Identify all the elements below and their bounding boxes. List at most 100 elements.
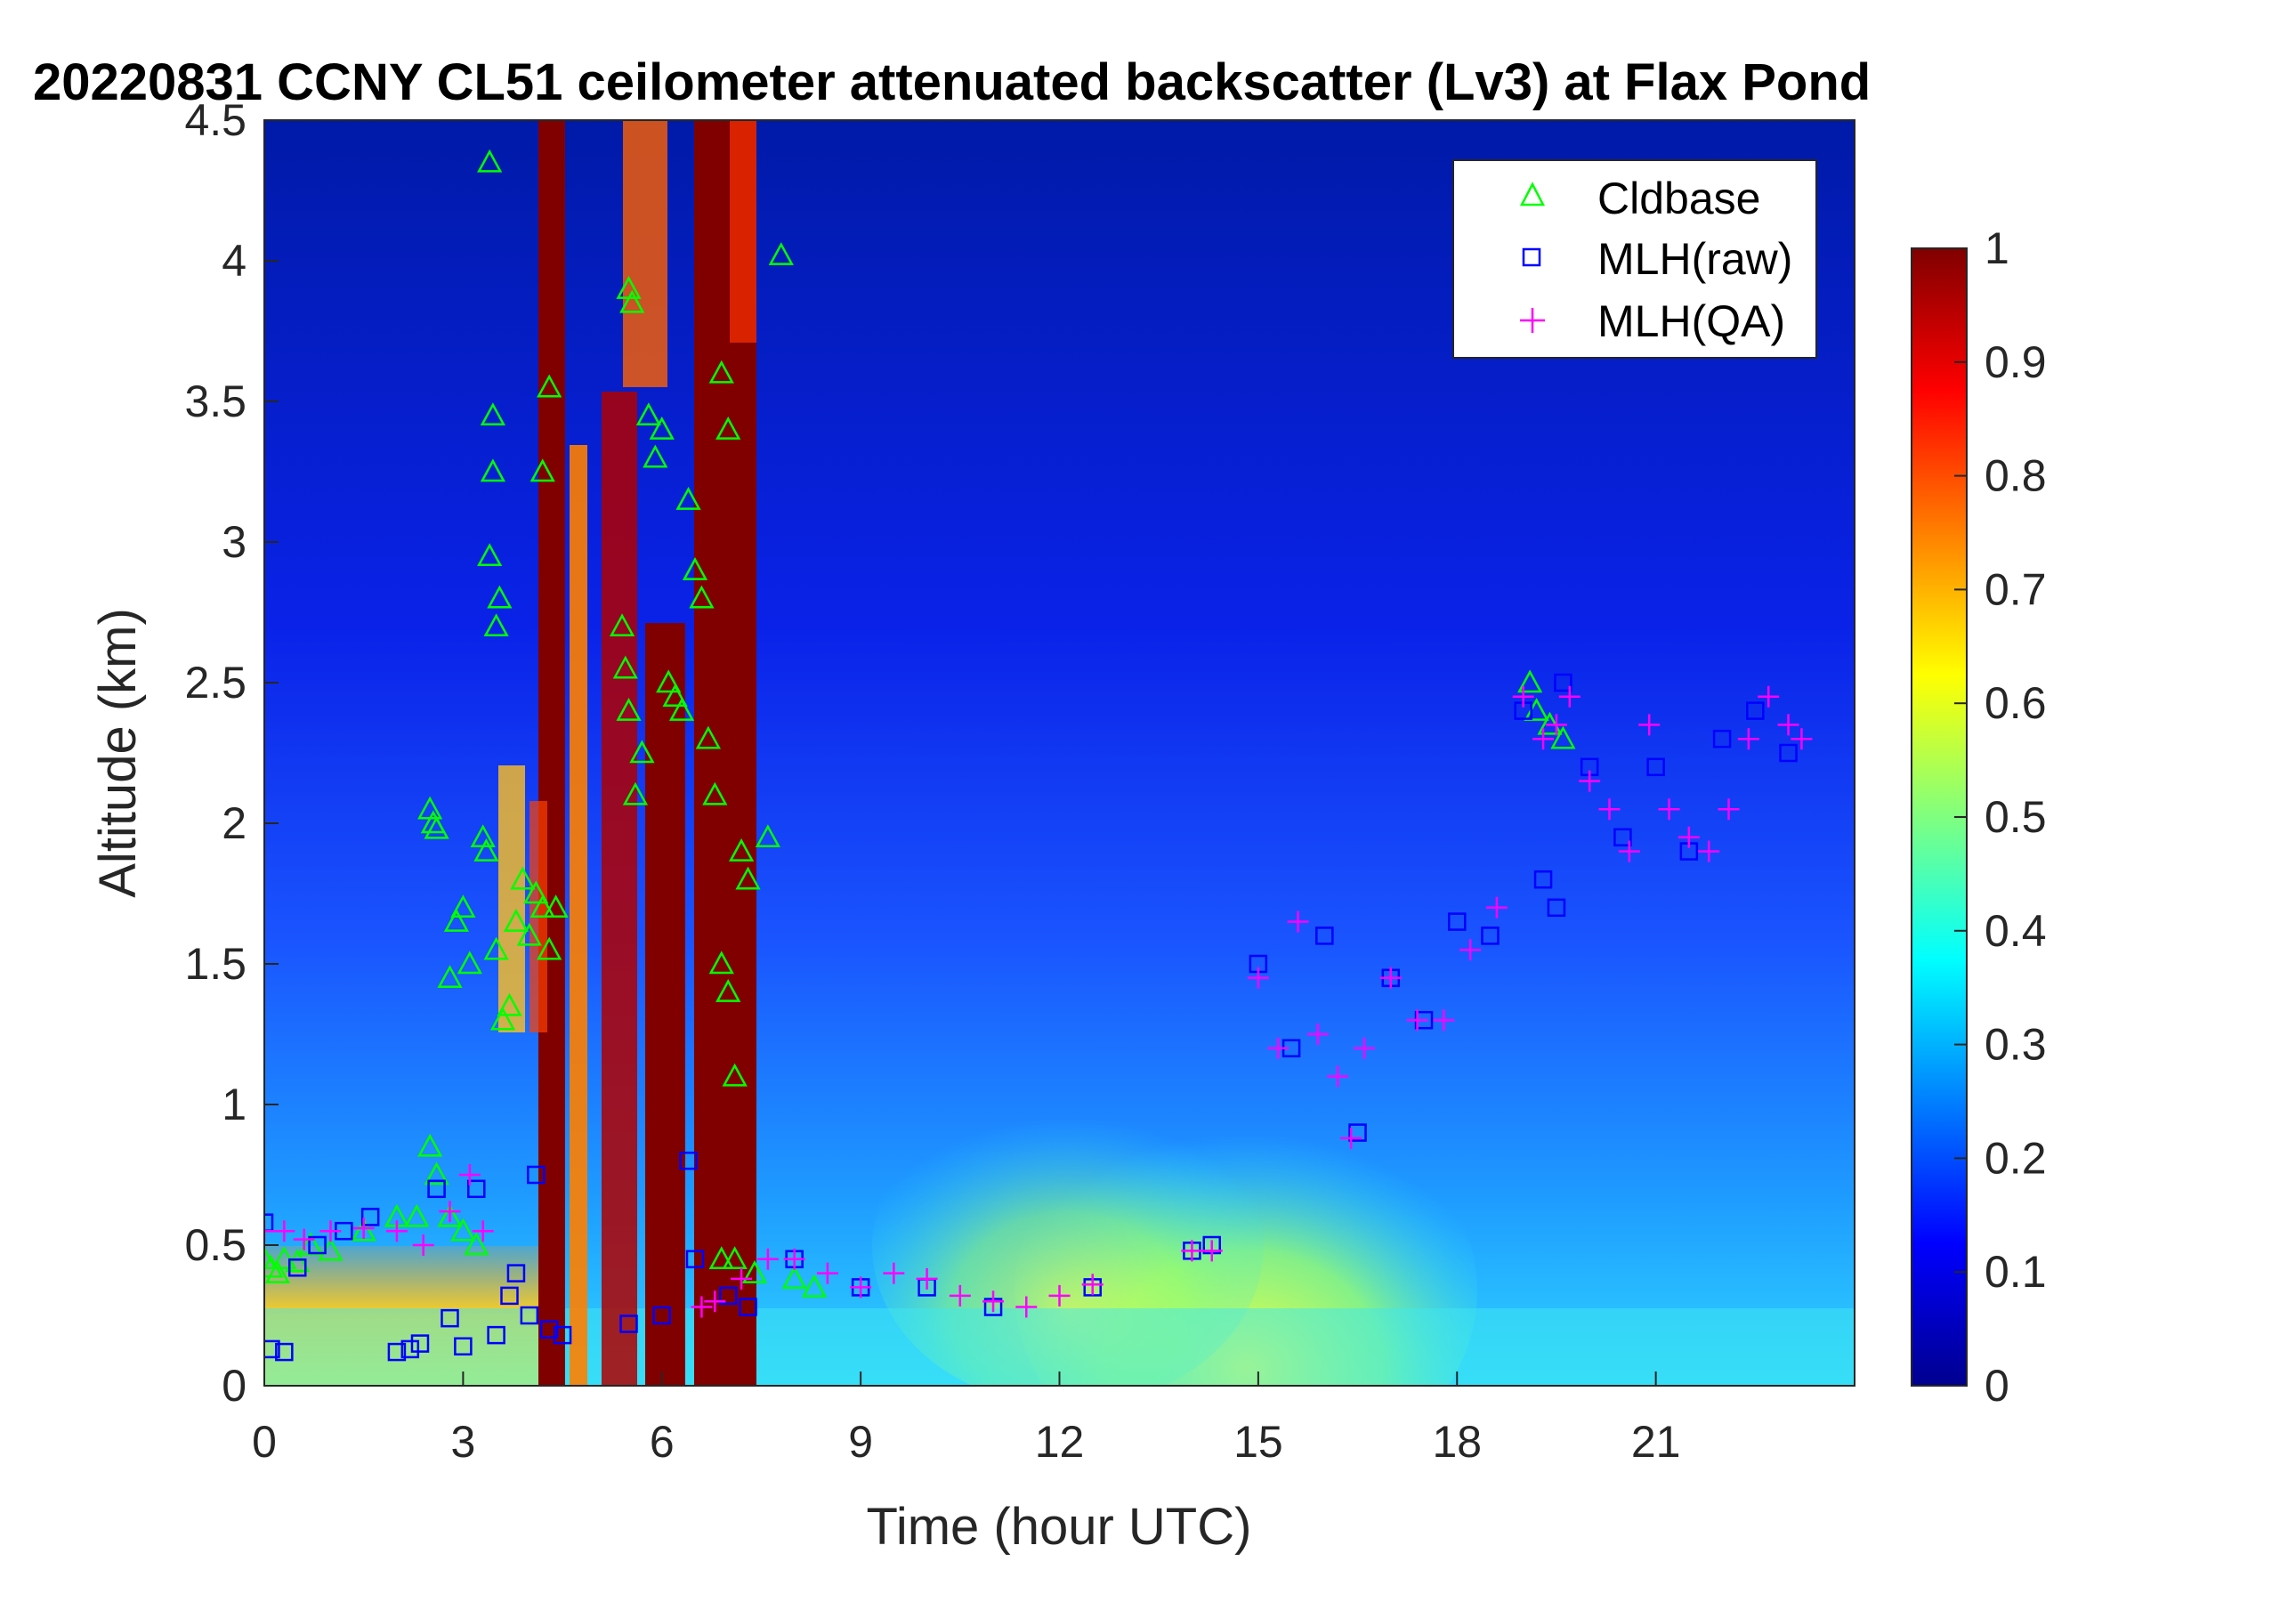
x-tick-label: 12 — [1035, 1417, 1085, 1467]
mlh-qa-point — [982, 1290, 1005, 1313]
colorbar-tick-label: 0.8 — [1985, 451, 2047, 501]
colorbar-tick-label: 0.2 — [1985, 1133, 2047, 1183]
cldbase-point — [483, 613, 509, 637]
mlh-qa-point — [1267, 1037, 1289, 1059]
cldbase-point — [722, 1063, 748, 1087]
mlh-qa-point — [273, 1220, 295, 1242]
cldbase-point — [675, 486, 701, 510]
mlh-raw-point — [1712, 729, 1732, 748]
colorbar-tick-label: 0.5 — [1985, 792, 2047, 842]
y-tick-label: 4.5 — [184, 95, 247, 145]
mlh-qa-point — [783, 1248, 805, 1270]
x-tick-label: 15 — [1233, 1417, 1283, 1467]
y-tick-label: 0.5 — [184, 1220, 247, 1270]
cldbase-point — [523, 880, 549, 904]
mlh-qa-point — [352, 1218, 375, 1240]
mlh-qa-point — [1459, 939, 1482, 961]
mlh-raw-point — [718, 1286, 738, 1306]
mlh-qa-point — [1406, 1009, 1428, 1032]
mlh-raw-point — [1779, 743, 1798, 763]
mlh-qa-point — [1737, 728, 1759, 750]
legend-box — [1452, 159, 1817, 359]
cldbase-point — [781, 1266, 807, 1290]
cldbase-point — [437, 1203, 463, 1227]
y-tick-label: 1.5 — [184, 939, 247, 989]
cldbase-point — [477, 543, 503, 567]
cldbase-point — [424, 815, 449, 839]
cldbase-point — [622, 781, 649, 805]
mlh-raw-point — [360, 1208, 380, 1226]
cldbase-point — [708, 1246, 734, 1270]
cldbase-point — [668, 697, 695, 721]
mlh-qa-point — [1081, 1274, 1104, 1296]
mlh-qa-point — [1379, 967, 1402, 989]
cldbase-point — [437, 965, 463, 989]
mlh-qa-point — [816, 1262, 838, 1284]
mlh-qa-point — [1638, 714, 1661, 736]
cldbase-point — [489, 1007, 516, 1031]
cldbase-point — [708, 951, 734, 975]
legend-mlh-qa-plus-icon — [1520, 308, 1545, 333]
cldbase-point — [612, 655, 638, 679]
mlh-qa-point — [916, 1267, 938, 1290]
cldbase-point — [351, 1218, 376, 1242]
marker-layer — [264, 149, 1813, 1362]
heatmap-column — [498, 765, 525, 1032]
mlh-raw-point — [1646, 757, 1665, 777]
mlh-raw-point — [527, 1165, 546, 1185]
cldbase-point — [616, 697, 642, 721]
mlh-qa-point — [949, 1284, 971, 1307]
mlh-raw-point — [539, 1320, 559, 1339]
mlh-qa-point — [412, 1234, 434, 1256]
mlh-qa-point — [1015, 1296, 1038, 1318]
mlh-raw-point — [506, 1264, 526, 1282]
mlh-qa-point — [1247, 967, 1269, 989]
legend-mlh-raw-square-icon — [1522, 247, 1541, 267]
y-tick-label: 3 — [222, 517, 247, 567]
cldbase-point — [537, 374, 562, 398]
legend-cldbase-triangle-icon — [1519, 182, 1546, 206]
mlh-raw-point — [652, 1306, 671, 1325]
cldbase-point — [801, 1274, 828, 1298]
mlh-qa-point — [883, 1262, 905, 1284]
mlh-raw-point — [467, 1179, 486, 1199]
mlh-qa-point — [1327, 1065, 1349, 1088]
legend: Cldbase MLH(raw) MLH(QA) — [1452, 159, 1817, 359]
heatmap-column — [623, 120, 667, 387]
colorbar-tick-label: 0.1 — [1985, 1247, 2047, 1297]
cldbase-point — [477, 149, 503, 173]
mlh-qa-point — [319, 1220, 342, 1242]
colorbar-tick-label: 1 — [1985, 223, 2009, 273]
chart-title: 20220831 CCNY CL51 ceilometer attenuated… — [33, 53, 1871, 111]
mlh-raw-point — [264, 1339, 280, 1359]
mlh-raw-point — [410, 1334, 430, 1353]
cldbase-point — [702, 781, 728, 805]
mlh-raw-point — [739, 1298, 757, 1316]
mlh-raw-point — [487, 1325, 505, 1345]
mlh-qa-point — [458, 1164, 481, 1185]
cldbase-point — [516, 922, 542, 946]
cldbase-point — [510, 866, 536, 890]
x-tick-label: 21 — [1631, 1417, 1681, 1467]
mlh-raw-point — [1547, 898, 1566, 918]
mlh-qa-point — [1306, 1024, 1329, 1045]
mlh-qa-point — [1048, 1284, 1071, 1307]
cldbase-point — [464, 1232, 489, 1256]
mlh-raw-point — [400, 1339, 420, 1359]
mlh-qa-point — [691, 1296, 713, 1318]
mlh-qa-point — [1598, 798, 1621, 821]
cldbase-point — [473, 837, 499, 862]
cldbase-point — [715, 416, 741, 440]
cldbase-point — [649, 416, 675, 440]
cldbase-point — [682, 556, 708, 580]
mlh-qa-point — [1791, 728, 1813, 750]
mlh-raw-point — [275, 1342, 294, 1362]
cldbase-point — [768, 242, 794, 265]
cldbase-point — [609, 613, 635, 637]
mlh-raw-point — [1481, 926, 1500, 945]
cldbase-point — [443, 908, 470, 932]
x-tick-label: 6 — [650, 1417, 675, 1467]
mlh-raw-point — [308, 1235, 327, 1255]
mlh-raw-point — [287, 1258, 307, 1277]
mlh-qa-point — [1354, 1037, 1376, 1059]
